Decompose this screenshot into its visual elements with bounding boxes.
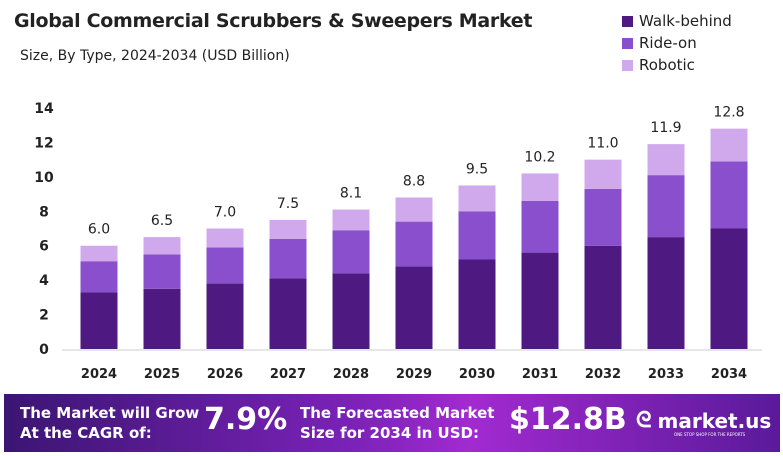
bar-walk-behind-2031	[521, 252, 559, 349]
bar-robotic-2034	[710, 128, 748, 162]
bar-ride-on-2032	[584, 188, 622, 246]
bar-robotic-2028	[332, 209, 370, 231]
bar-walk-behind-2029	[395, 266, 433, 349]
legend: Walk-behind Ride-on Robotic	[622, 10, 732, 76]
bar-walk-behind-2025	[143, 288, 181, 349]
legend-item-walk-behind: Walk-behind	[622, 10, 732, 32]
bar-robotic-2032	[584, 159, 622, 189]
bar-walk-behind-2034	[710, 228, 748, 349]
bar-walk-behind-2028	[332, 273, 370, 349]
bar-walk-behind-2024	[80, 292, 118, 349]
total-label: 8.8	[403, 174, 425, 190]
bar-robotic-2031	[521, 173, 559, 201]
cagr-value: 7.9%	[204, 402, 288, 437]
bar-ride-on-2030	[458, 211, 496, 260]
logo-icon: ᘓ	[636, 408, 652, 433]
total-label: 11.9	[650, 120, 681, 136]
x-tick-label: 2025	[144, 367, 180, 382]
bar-walk-behind-2027	[269, 278, 307, 349]
total-label: 10.2	[524, 149, 555, 165]
cagr-label: The Market will Grow At the CAGR of:	[20, 404, 200, 442]
y-tick-label: 12	[34, 135, 53, 151]
total-label: 9.5	[466, 161, 488, 177]
bar-ride-on-2027	[269, 238, 307, 279]
legend-item-robotic: Robotic	[622, 54, 732, 76]
bar-walk-behind-2032	[584, 245, 622, 349]
y-tick-label: 2	[39, 308, 49, 324]
bar-walk-behind-2026	[206, 283, 244, 349]
legend-item-ride-on: Ride-on	[622, 32, 732, 54]
forecast-label: The Forecasted Market Size for 2034 in US…	[300, 404, 495, 442]
y-tick-label: 0	[39, 342, 49, 358]
x-tick-label: 2028	[333, 367, 369, 382]
forecast-value: $12.8B	[509, 402, 627, 437]
y-tick-label: 8	[39, 204, 49, 220]
x-tick-label: 2026	[207, 367, 243, 382]
bar-robotic-2025	[143, 237, 181, 255]
chart-title: Global Commercial Scrubbers & Sweepers M…	[14, 10, 533, 32]
total-label: 7.0	[214, 205, 236, 221]
bar-robotic-2029	[395, 197, 433, 222]
bar-robotic-2033	[647, 144, 685, 176]
x-tick-label: 2024	[81, 367, 117, 382]
x-tick-label: 2030	[459, 367, 495, 382]
bar-walk-behind-2030	[458, 259, 496, 349]
market-us-logo: ᘓ market.us ONE STOP SHOP FOR THE REPORT…	[636, 408, 772, 437]
bar-ride-on-2031	[521, 200, 559, 253]
y-tick-label: 6	[39, 239, 49, 255]
total-label: 7.5	[277, 196, 299, 212]
bar-ride-on-2034	[710, 161, 748, 229]
total-label: 6.5	[151, 213, 173, 229]
x-tick-label: 2027	[270, 367, 306, 382]
summary-banner: The Market will Grow At the CAGR of: 7.9%…	[4, 394, 780, 452]
bar-robotic-2026	[206, 228, 244, 248]
y-tick-label: 4	[39, 273, 49, 289]
y-tick-label: 10	[34, 170, 54, 186]
bar-robotic-2027	[269, 219, 307, 239]
x-tick-label: 2032	[585, 367, 621, 382]
bar-ride-on-2028	[332, 230, 370, 274]
y-tick-label: 14	[34, 101, 54, 117]
bar-robotic-2024	[80, 245, 118, 262]
total-label: 8.1	[340, 186, 362, 202]
x-tick-label: 2031	[522, 367, 558, 382]
total-label: 11.0	[587, 136, 618, 152]
bar-ride-on-2025	[143, 254, 181, 289]
bar-walk-behind-2033	[647, 237, 685, 349]
total-label: 12.8	[713, 105, 744, 121]
bar-ride-on-2029	[395, 221, 433, 267]
x-tick-label: 2034	[711, 367, 747, 382]
bar-robotic-2030	[458, 185, 496, 212]
bar-ride-on-2026	[206, 247, 244, 284]
bar-ride-on-2024	[80, 261, 118, 293]
bar-chart: 0 2 4 6 8 10 12 14 6.0 2024 6.5 2025 7.0 2026 7.5 2027 8…	[34, 101, 762, 382]
x-tick-label: 2029	[396, 367, 432, 382]
bar-ride-on-2033	[647, 175, 685, 238]
total-label: 6.0	[88, 222, 110, 238]
chart-subtitle: Size, By Type, 2024-2034 (USD Billion)	[20, 48, 290, 64]
x-tick-label: 2033	[648, 367, 684, 382]
